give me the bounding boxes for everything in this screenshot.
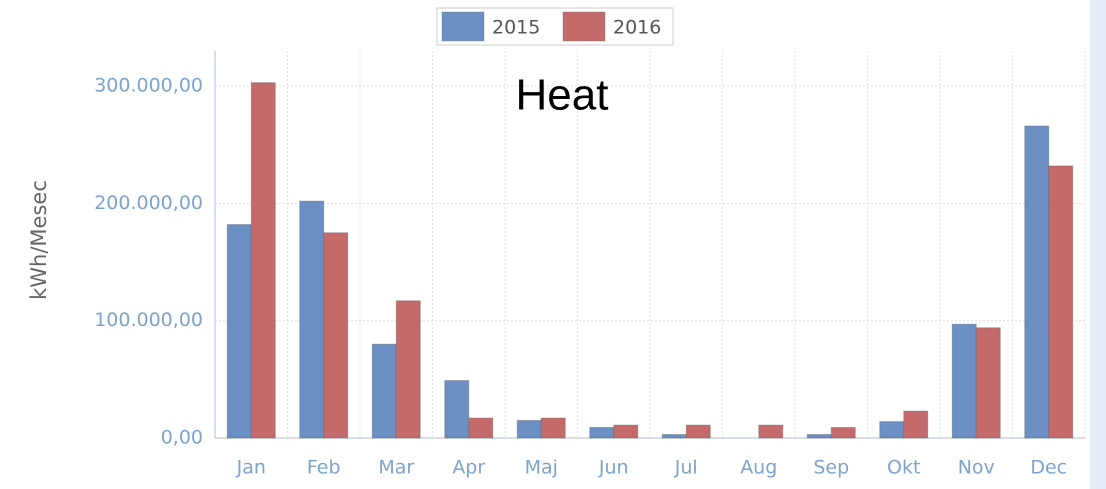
- bar: [516, 419, 542, 439]
- bar: [299, 200, 325, 439]
- x-tick-label: Sep: [813, 457, 849, 479]
- bar: [371, 343, 397, 439]
- chart-title: Heat: [516, 71, 609, 120]
- bar: [613, 424, 639, 439]
- bar: [758, 424, 784, 439]
- legend-swatch: [562, 11, 606, 42]
- bar: [903, 410, 929, 439]
- x-tick-label: Apr: [452, 457, 485, 479]
- y-tick-label: 100.000,00: [94, 309, 203, 331]
- x-tick-label: Okt: [887, 457, 920, 479]
- bar: [468, 417, 494, 439]
- bar: [540, 417, 566, 439]
- bar: [323, 232, 349, 439]
- bar: [226, 224, 252, 439]
- x-tick-label: Jun: [598, 457, 629, 479]
- legend-label: 2016: [613, 17, 661, 39]
- x-tick-label: Dec: [1030, 457, 1067, 479]
- bar: [951, 323, 977, 439]
- x-tick-label: Maj: [525, 457, 558, 479]
- y-axis-label: kWh/Mesec: [27, 180, 51, 300]
- y-tick-label: 200.000,00: [94, 192, 203, 214]
- bar: [879, 421, 905, 439]
- x-tick-label: Feb: [307, 457, 341, 479]
- bar: [806, 433, 832, 439]
- side-strip: [1090, 0, 1106, 489]
- x-tick-label: Mar: [378, 457, 414, 479]
- bar: [250, 82, 276, 439]
- x-tick-label: Aug: [740, 457, 777, 479]
- x-tick-label: Jul: [674, 457, 698, 479]
- x-tick-label: Nov: [958, 457, 995, 479]
- bar: [395, 300, 421, 439]
- bar: [975, 327, 1001, 439]
- bar: [1024, 125, 1050, 439]
- x-tick-label: Jan: [236, 457, 266, 479]
- y-tick-label: 300.000,00: [94, 75, 203, 97]
- bar: [685, 424, 711, 439]
- legend-label: 2015: [492, 17, 540, 39]
- bar: [1048, 165, 1074, 439]
- bar: [661, 433, 687, 439]
- legend-swatch: [441, 11, 485, 42]
- bar: [444, 380, 470, 439]
- bar: [589, 426, 615, 439]
- y-tick-label: 0,00: [161, 427, 203, 449]
- bar: [830, 426, 856, 439]
